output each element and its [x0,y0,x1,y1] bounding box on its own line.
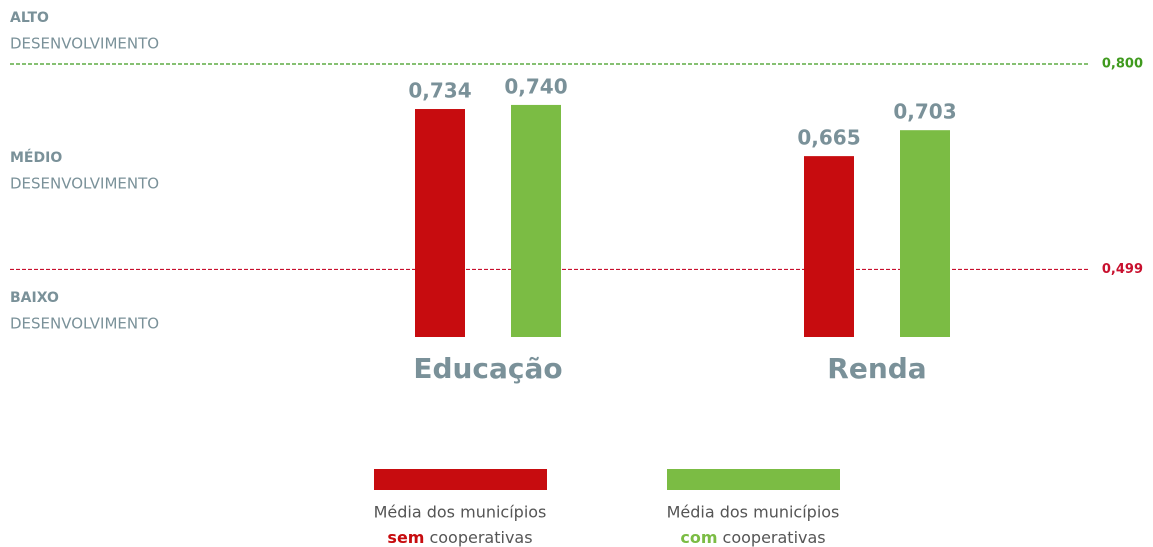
zone-level: ALTO [10,10,49,26]
zone-text: DESENVOLVIMENTO [10,315,159,333]
bar [415,109,465,338]
legend-label: Média dos municípios [667,503,840,522]
category-label: Renda [827,352,926,385]
value-label: 0,665 [797,126,860,150]
legend-label-part: com [680,528,717,547]
legend-swatch [667,469,840,490]
zone-text: DESENVOLVIMENTO [10,175,159,193]
reference-label: 0,800 [1102,56,1143,71]
legend-label: Média dos municípios [374,503,547,522]
legend-label-part: cooperativas [429,528,532,547]
zone-level: MÉDIO [10,149,62,166]
legend-label-part: sem [387,528,424,547]
value-label: 0,703 [893,100,956,124]
zone-text: DESENVOLVIMENTO [10,35,159,53]
bar [511,104,561,337]
legend-label: com cooperativas [680,528,825,547]
reference-label: 0,499 [1102,262,1143,277]
bar [804,156,854,337]
value-label: 0,734 [408,79,471,103]
value-label: 0,740 [504,74,567,98]
zone-level: BAIXO [10,290,59,306]
legend-label-part: cooperativas [723,528,826,547]
legend-label: sem cooperativas [387,528,532,547]
category-label: Educação [413,352,562,385]
bar [900,130,950,337]
legend-swatch [374,469,547,490]
